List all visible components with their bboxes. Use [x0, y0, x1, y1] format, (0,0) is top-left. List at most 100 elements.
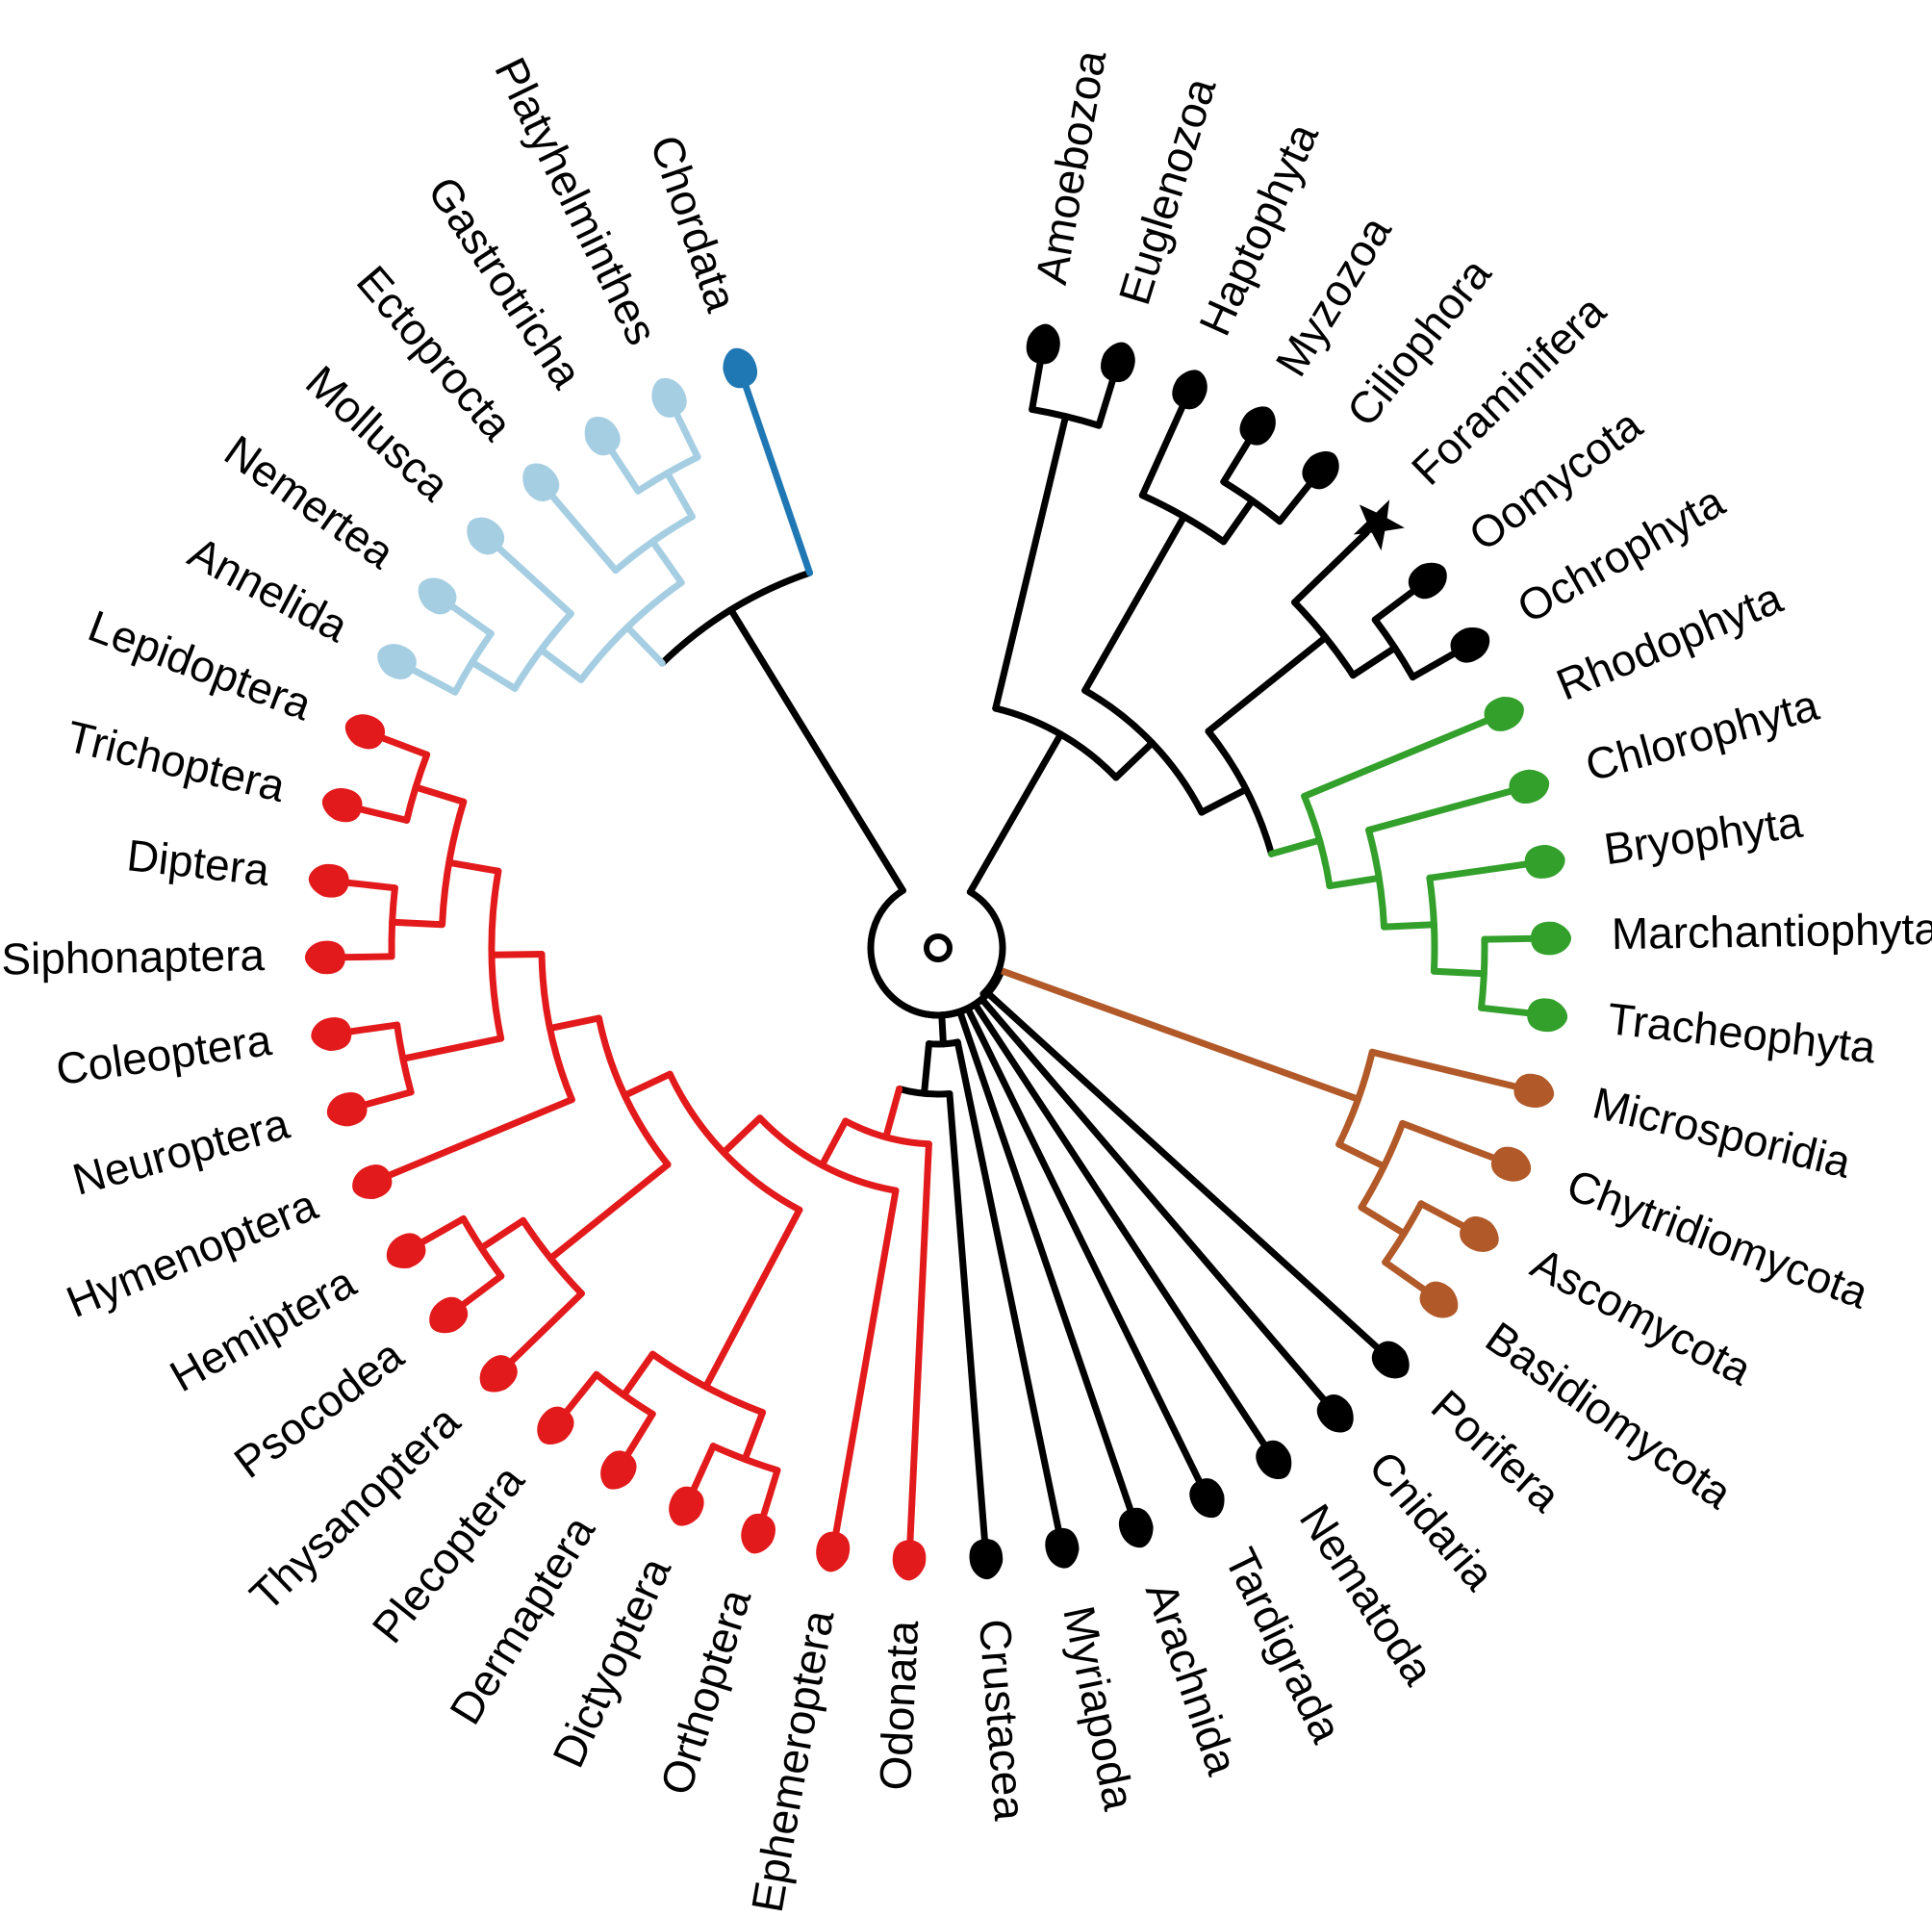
- branch-diptera: [342, 879, 398, 892]
- bug-icon: [386, 1233, 426, 1268]
- tardigrade-icon: [1189, 1478, 1225, 1519]
- jellyfish-icon: [1316, 1394, 1354, 1433]
- branch-arc: [1478, 935, 1488, 1011]
- kelp-icon: [1450, 627, 1490, 663]
- branch-chordata: [741, 379, 814, 576]
- taxon-label-diptera: Diptera: [124, 830, 272, 895]
- branch-arc: [488, 867, 505, 1042]
- taxon-label-coleoptera: Coleoptera: [53, 1014, 275, 1094]
- haptophyte-icon: [1172, 370, 1208, 410]
- branch-tracheophyta: [1478, 1004, 1535, 1017]
- branch-internal: [1430, 967, 1487, 978]
- annelid-icon: [377, 644, 417, 680]
- branch-amoebozoa: [1029, 356, 1045, 413]
- branch-internal: [469, 658, 519, 692]
- branch-arc: [648, 1350, 767, 1417]
- branch-internal: [720, 1114, 764, 1157]
- branch-odonata: [906, 1140, 932, 1547]
- branch-arc: [511, 610, 574, 692]
- lobster-icon: [969, 1539, 1004, 1580]
- mushroom-icon: [1419, 1281, 1459, 1318]
- branch-oomycota: [1371, 586, 1419, 624]
- branch-microsporidia: [1368, 1048, 1522, 1091]
- branch-internal: [741, 1409, 767, 1463]
- branch-internal: [620, 1350, 656, 1399]
- branch-arc: [666, 1070, 803, 1214]
- branch-neuroptera: [359, 1088, 415, 1110]
- taxon-label-orthoptera: Orthoptera: [650, 1583, 760, 1801]
- taxon-label-microsporidia: Microsporidia: [1588, 1077, 1856, 1188]
- taxon-label-bryophyta: Bryophyta: [1601, 797, 1806, 875]
- branch-internal: [621, 1070, 674, 1099]
- branch-hemiptera: [416, 1214, 468, 1247]
- branch-arc: [1081, 686, 1206, 816]
- branch-arc: [634, 453, 701, 495]
- branch-arc: [439, 798, 468, 929]
- taxon-label-amoebozoa: Amoebozoa: [1026, 46, 1116, 288]
- flea-icon: [304, 940, 345, 975]
- branch-arc: [460, 1214, 505, 1280]
- dragonfly-icon: [892, 1540, 927, 1581]
- taxon-label-siphonaptera: Siphonaptera: [1, 930, 266, 984]
- lion-icon: [723, 347, 758, 389]
- millipede-icon: [1045, 1527, 1080, 1569]
- taxon-label-euglenozoa: Euglenozoa: [1108, 72, 1225, 311]
- branch-rhodophyta: [1301, 716, 1493, 800]
- branch-arc: [1138, 492, 1228, 546]
- branch-internal: [1112, 739, 1156, 781]
- branch-arc: [1205, 728, 1275, 857]
- louse-icon: [429, 1296, 469, 1334]
- branch-lepidoptera: [376, 733, 431, 758]
- earwig-icon: [600, 1450, 637, 1490]
- branch-arc: [595, 1014, 672, 1168]
- branch-arc: [756, 1114, 900, 1194]
- liverwort-icon: [1531, 921, 1572, 956]
- branch-arc: [538, 950, 575, 1104]
- branch-ephemeroptera: [831, 1187, 900, 1540]
- branch-euglenozoa: [1095, 373, 1117, 429]
- branch-arc: [1358, 1119, 1407, 1212]
- branch-internal: [1220, 497, 1257, 546]
- ribbon-worm-icon: [418, 577, 457, 615]
- red-alga-icon: [1484, 697, 1524, 731]
- branch-psocodea: [457, 1272, 505, 1310]
- branch-arc: [992, 704, 1120, 781]
- root-node: [924, 933, 953, 962]
- mold-icon: [1460, 1215, 1499, 1252]
- branch-internal: [1081, 513, 1188, 694]
- branch-internal: [648, 538, 685, 586]
- branch-internal: [818, 1117, 850, 1169]
- branch-siphonaptera: [338, 953, 395, 961]
- star-icon: [1353, 499, 1405, 551]
- taxon-label-odonata: Odonata: [870, 1619, 928, 1791]
- branch-arc: [658, 569, 814, 667]
- branch-internal: [1335, 1140, 1387, 1170]
- branch-gastrotricha: [607, 446, 642, 495]
- branch-myriapoda: [953, 1038, 1063, 1536]
- euglena-icon: [1101, 342, 1135, 383]
- branch-chlorophyta: [1365, 786, 1517, 834]
- worm-icon: [1256, 1440, 1292, 1480]
- root-arc: [966, 888, 1006, 998]
- branch-internal: [1198, 785, 1250, 816]
- stonefly-icon: [537, 1406, 574, 1444]
- branch-internal: [477, 1216, 527, 1252]
- branch-myzozoa: [1220, 435, 1254, 486]
- tip-labels: AmoebozoaEuglenozoaHaptophytaMyzozoaCili…: [1, 46, 1932, 1916]
- branch-internal: [966, 730, 1064, 896]
- branch-arc: [388, 884, 398, 960]
- chytrid-icon: [1491, 1146, 1532, 1182]
- branch-arc: [925, 1038, 961, 1048]
- branch-haptophyta: [1138, 400, 1187, 499]
- ciliate-icon: [1302, 451, 1339, 490]
- taxon-label-trichoptera: Trichoptera: [63, 711, 291, 812]
- branch-bryophyta: [1426, 860, 1533, 882]
- branch-nematoda: [971, 1001, 1269, 1450]
- branch-arc: [577, 578, 685, 683]
- branch-internal: [389, 918, 446, 929]
- branch-internal: [1267, 836, 1324, 857]
- branch-hymenoptera: [383, 1096, 575, 1180]
- branch-ectoprocta: [547, 491, 620, 575]
- tip-icons: [304, 323, 1572, 1581]
- branch-thysanoptera: [506, 1290, 585, 1367]
